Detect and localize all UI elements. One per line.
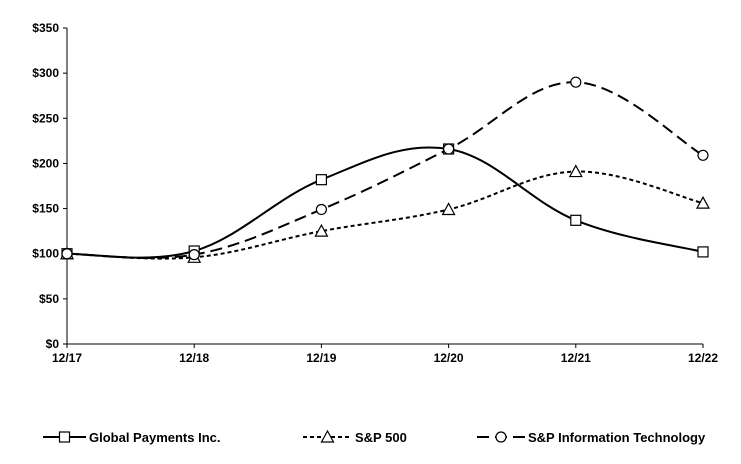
legend-marker-triangle xyxy=(320,429,335,443)
data-point-circle xyxy=(443,143,455,155)
series-line-1 xyxy=(66,170,704,260)
data-point-circle xyxy=(697,149,709,161)
series-line-0 xyxy=(66,146,704,259)
data-point-circle xyxy=(61,248,73,260)
y-tick-label: $350 xyxy=(32,21,59,35)
x-tick-label: 12/21 xyxy=(561,351,591,365)
x-tick-label: 12/17 xyxy=(52,351,82,365)
legend-item: S&P 500 xyxy=(303,429,407,445)
y-tick-label: $250 xyxy=(32,111,59,125)
x-tick-label: 12/22 xyxy=(688,351,718,365)
y-tick-label: $150 xyxy=(32,202,59,216)
data-point-square xyxy=(697,246,709,258)
legend-label: S&P 500 xyxy=(355,430,407,445)
series-lines xyxy=(66,81,704,260)
x-tick-label: 12/19 xyxy=(306,351,336,365)
legend-marker-square xyxy=(58,431,71,443)
data-point-circle xyxy=(570,76,582,88)
x-axis-ticks: 12/17 12/18 12/19 12/20 12/21 12/22 xyxy=(52,344,718,365)
data-point-triangle xyxy=(695,195,711,209)
data-point-triangle xyxy=(568,164,583,178)
data-point-triangle xyxy=(441,202,456,216)
chart-axes xyxy=(66,28,703,345)
data-point-triangle xyxy=(314,223,329,237)
y-tick-label: $300 xyxy=(32,66,59,80)
y-tick-label: $50 xyxy=(39,292,59,306)
y-tick-label: $0 xyxy=(46,337,60,351)
legend-label: S&P Information Technology xyxy=(528,430,706,445)
data-point-circle xyxy=(188,249,200,261)
legend-marker-circle xyxy=(495,431,507,443)
y-tick-label: $100 xyxy=(32,247,59,261)
series-line-2 xyxy=(66,81,704,259)
legend-item: S&P Information Technology xyxy=(477,430,706,445)
chart-legend: Global Payments Inc. S&P 500 S&P Informati… xyxy=(43,429,706,445)
y-tick-label: $200 xyxy=(32,156,59,170)
data-point-circle xyxy=(315,203,327,216)
data-point-square xyxy=(315,174,327,186)
y-axis-ticks: $0 $50 $100 $150 $200 $250 $300 $350 xyxy=(32,21,67,351)
legend-label: Global Payments Inc. xyxy=(89,430,221,445)
series-markers xyxy=(59,76,711,263)
data-point-square xyxy=(570,214,582,226)
legend-item: Global Payments Inc. xyxy=(43,430,221,445)
x-tick-label: 12/18 xyxy=(179,351,209,365)
x-tick-label: 12/20 xyxy=(434,351,464,365)
